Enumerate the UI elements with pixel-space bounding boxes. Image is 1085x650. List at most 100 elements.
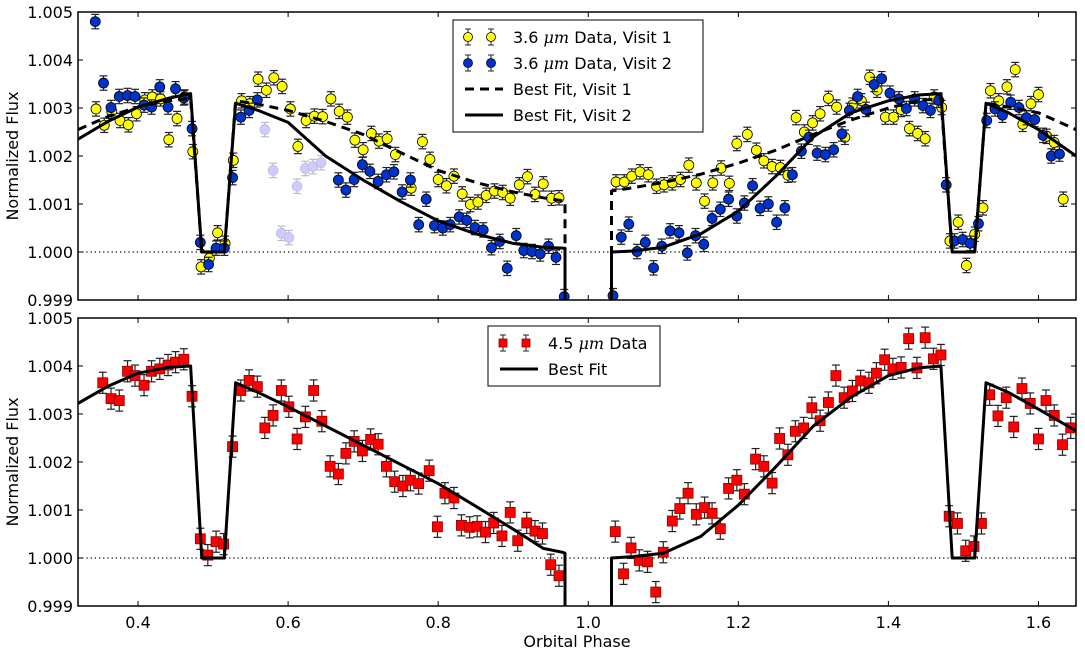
marker [325, 93, 337, 105]
marker [364, 165, 376, 177]
marker [723, 177, 735, 189]
marker [664, 225, 676, 237]
data-point [699, 193, 710, 209]
marker [852, 91, 864, 102]
marker [163, 134, 175, 146]
data-point [1016, 377, 1028, 400]
y-tick-label: 1.000 [27, 243, 73, 262]
data-point [1057, 433, 1068, 456]
series-best-fit-visit-2 [78, 92, 1076, 300]
marker [381, 133, 393, 145]
data-point [625, 536, 637, 560]
data-point [267, 162, 279, 179]
data-point [308, 379, 320, 402]
data-point [441, 177, 452, 194]
marker [798, 422, 810, 434]
series-excluded-faded- [259, 121, 327, 246]
marker [822, 397, 834, 408]
data-point [1001, 79, 1013, 95]
marker [340, 447, 352, 459]
marker [138, 379, 150, 391]
data-point [413, 472, 425, 495]
data-point [650, 580, 662, 604]
data-point [615, 229, 627, 245]
data-point [673, 225, 685, 241]
marker [243, 374, 255, 386]
marker [879, 354, 891, 366]
marker [381, 460, 392, 472]
marker [1057, 439, 1068, 451]
marker [935, 349, 947, 361]
marker [819, 149, 831, 160]
data-point [919, 130, 931, 147]
fit-line [610, 364, 1076, 606]
marker [461, 214, 473, 226]
marker [961, 260, 972, 271]
marker [534, 248, 546, 260]
data-point [741, 126, 753, 143]
data-point [852, 88, 864, 105]
data-point [819, 146, 831, 163]
data-point [1009, 61, 1021, 78]
marker [912, 128, 924, 139]
marker [259, 422, 271, 434]
marker [674, 503, 686, 514]
data-point [432, 171, 444, 188]
data-point [332, 462, 344, 486]
data-point [522, 168, 533, 185]
data-point [919, 326, 931, 349]
legend-label: 3.6 μm Data, Visit 2 [513, 54, 672, 73]
marker [626, 170, 638, 182]
marker [315, 157, 327, 169]
legend-marker [521, 338, 531, 348]
data-point [648, 260, 659, 276]
marker [553, 570, 565, 582]
marker [814, 108, 826, 120]
marker [212, 227, 223, 239]
data-point [480, 187, 492, 204]
marker [917, 100, 929, 111]
y-tick-label: 1.005 [27, 309, 73, 328]
data-point [356, 156, 368, 173]
data-point [364, 163, 376, 180]
series-best-fit [78, 364, 1076, 606]
data-point [723, 477, 734, 500]
data-point [664, 223, 676, 239]
marker [625, 542, 637, 554]
data-point [876, 70, 888, 87]
legend-marker [463, 32, 473, 42]
legend-label: 4.5 μm Data [548, 334, 647, 353]
marker [260, 84, 272, 96]
marker [413, 478, 425, 490]
marker [714, 203, 726, 215]
data-point [283, 229, 295, 246]
marker [758, 460, 770, 472]
marker [456, 188, 468, 200]
x-tick-label: 1.2 [726, 613, 751, 632]
legend-entry: 4.5 μm Data [498, 334, 647, 353]
marker [340, 184, 352, 196]
marker [113, 395, 125, 406]
data-point [388, 164, 400, 180]
y-axis-label: Normalized Flux [3, 397, 22, 526]
data-point [480, 520, 491, 544]
marker [1016, 383, 1028, 394]
marker [537, 178, 549, 190]
data-point [1054, 146, 1065, 162]
legend-entry: 3.6 μm Data, Visit 1 [463, 28, 672, 47]
marker [618, 176, 630, 188]
marker [779, 202, 791, 214]
marker [992, 410, 1004, 422]
marker [682, 487, 694, 499]
data-point [747, 177, 758, 194]
data-point [98, 75, 109, 91]
data-point [1057, 191, 1069, 207]
data-point [268, 69, 280, 86]
marker [308, 385, 320, 396]
data-point [822, 391, 834, 414]
marker [480, 189, 492, 201]
marker [90, 103, 102, 115]
fit-line [78, 364, 567, 606]
data-point [738, 195, 750, 211]
